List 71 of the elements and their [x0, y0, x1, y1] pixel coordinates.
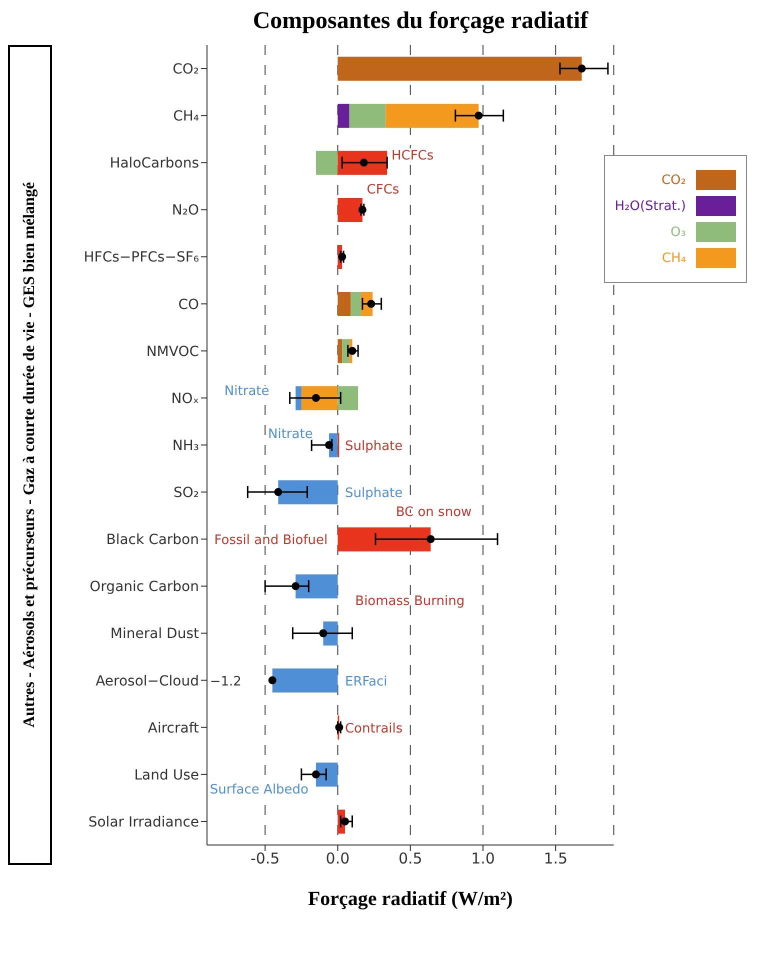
y-tick-label: HFCs−PFCs−SF₆ — [84, 250, 200, 266]
annotation: ERFaci — [345, 674, 388, 690]
bar — [338, 104, 350, 128]
bar — [316, 150, 338, 175]
x-tick-label: -0.5 — [250, 850, 280, 868]
point — [312, 770, 320, 778]
y-tick-label: Solar Irradiance — [88, 814, 199, 830]
y-tick-label: HaloCarbons — [110, 156, 199, 172]
bar — [338, 386, 358, 410]
bar — [338, 292, 351, 316]
bar — [349, 104, 386, 128]
y-tick-label: Aerosol−Cloud — [96, 673, 199, 690]
y-tick-label: NH₃ — [172, 438, 199, 454]
point — [268, 676, 276, 684]
annotation: −1.2 — [210, 674, 242, 690]
y-tick-label: NOₓ — [171, 390, 199, 407]
point — [312, 394, 320, 402]
bar — [350, 292, 361, 316]
y-tick-label: Organic Carbon — [90, 579, 199, 596]
point — [341, 817, 349, 826]
annotation: Nitrate — [268, 427, 313, 442]
point — [335, 723, 344, 732]
point — [358, 206, 366, 214]
point — [360, 158, 368, 167]
bar — [338, 339, 342, 364]
legend-label: CO₂ — [661, 172, 686, 188]
x-axis-title: Forçage radiatif (W/m²) — [308, 888, 513, 910]
annotation: Sulphate — [345, 486, 403, 502]
annotation: Contrails — [345, 721, 403, 736]
y-tick-label: NMVOC — [146, 344, 200, 360]
y-tick-label: Mineral Dust — [110, 626, 200, 642]
bar — [338, 56, 582, 81]
x-tick-label: 0.5 — [398, 850, 422, 868]
y-tick-label: Black Carbon — [106, 532, 199, 548]
y-axis-title: Autres - Aérosols et précurseurs - Gaz à courte durée de vie - GES bien mélangé — [21, 182, 39, 728]
bar — [316, 762, 338, 787]
y-tick-label: CO — [178, 296, 199, 313]
point — [319, 629, 328, 638]
y-tick-label: N₂O — [172, 202, 199, 219]
point — [348, 346, 356, 355]
x-tick-label: 1.0 — [471, 850, 495, 868]
annotation: HCFCs — [391, 148, 434, 164]
point — [474, 112, 483, 120]
bar — [296, 386, 302, 410]
point — [292, 582, 300, 590]
point — [274, 488, 282, 496]
x-tick-label: 0.0 — [326, 850, 350, 868]
y-tick-label: SO₂ — [173, 485, 199, 502]
legend-label: H₂O(Strat.) — [614, 198, 686, 214]
bar — [386, 104, 479, 128]
legend-label: CH₄ — [662, 250, 686, 266]
bar — [338, 527, 431, 552]
bar — [338, 198, 362, 222]
chart-title: Composantes du forçage radiatif — [252, 8, 590, 35]
bar — [278, 480, 338, 504]
point — [338, 252, 346, 261]
y-tick-label: Aircraft — [148, 720, 200, 736]
annotation: Sulphate — [345, 439, 403, 454]
point — [578, 64, 586, 73]
y-tick-label: Land Use — [134, 767, 199, 784]
annotation: Fossil and Biofuel — [214, 533, 328, 548]
annotation: BC on snow — [396, 505, 472, 520]
bar — [296, 574, 338, 598]
annotation: Biomass Burning — [355, 594, 465, 610]
bar — [272, 668, 338, 693]
y-tick-label: CO₂ — [172, 62, 199, 78]
x-tick-label: 1.5 — [544, 850, 568, 868]
point — [426, 535, 435, 544]
legend-label: O₃ — [670, 224, 686, 240]
y-tick-label: CH₄ — [173, 108, 200, 125]
annotation: CFCs — [366, 182, 400, 198]
